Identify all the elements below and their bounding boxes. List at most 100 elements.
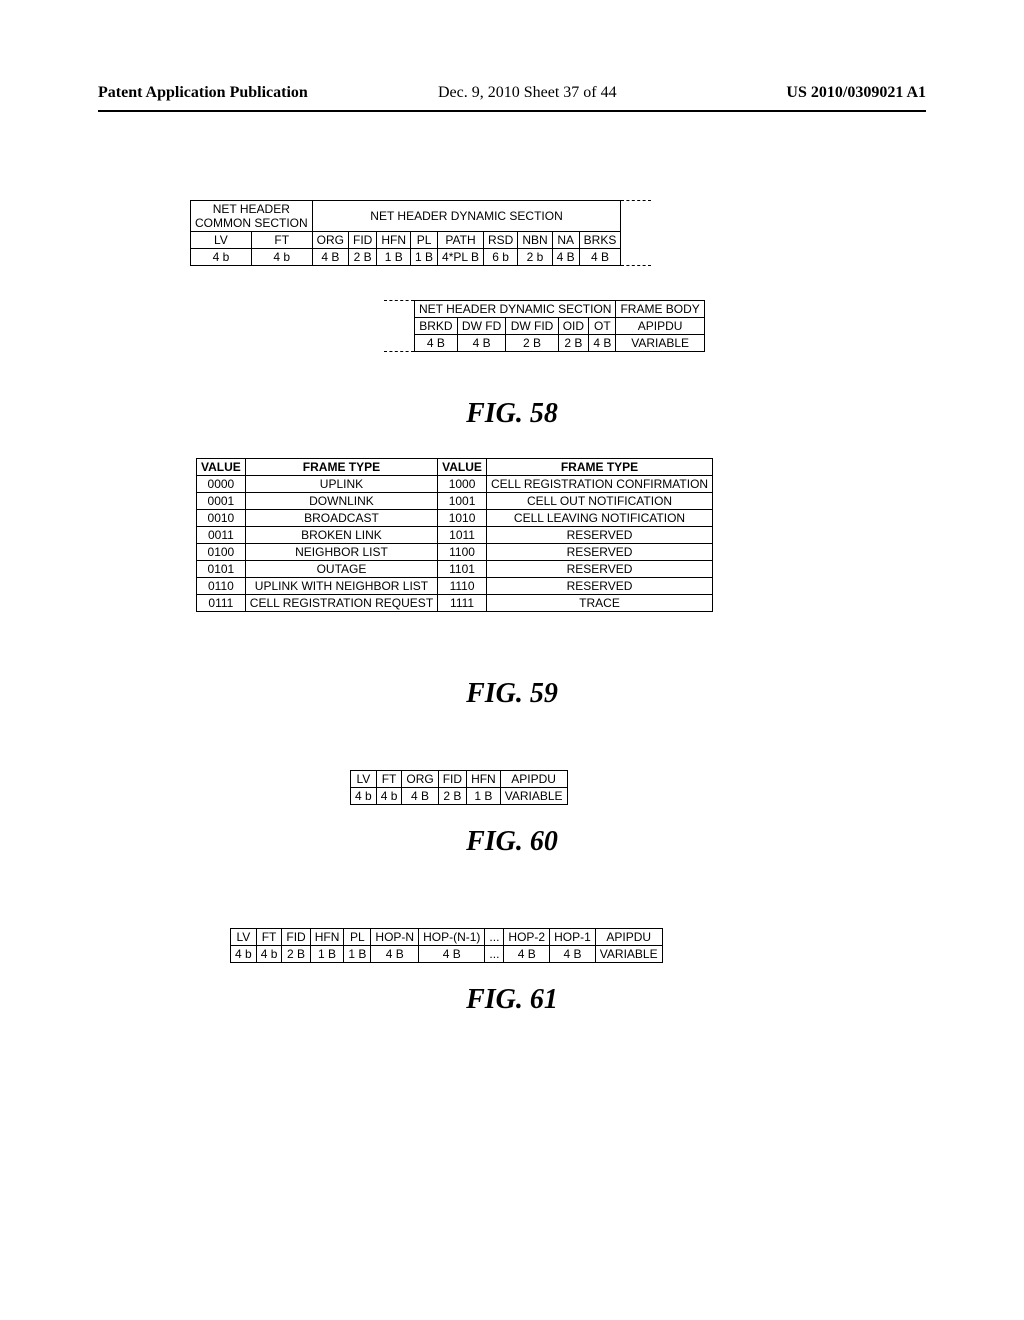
col: LV [231,929,257,946]
size: 1 B [310,946,344,963]
col: RSD [483,232,517,249]
cell: 1011 [438,527,487,544]
fig59-header-row: VALUE FRAME TYPE VALUE FRAME TYPE [197,459,713,476]
col: FT [376,771,402,788]
size: 4 B [589,335,616,352]
col: FID [282,929,310,946]
fig58a-cols-row: LV FT ORG FID HFN PL PATH RSD NBN NA BRK… [191,232,652,249]
fig58-table-a: NET HEADER COMMON SECTION NET HEADER DYN… [190,200,651,266]
col: APIPDU [595,929,662,946]
cell: CELL OUT NOTIFICATION [486,493,712,510]
cell: 1000 [438,476,487,493]
fig58-label: FIG. 58 [0,398,1024,430]
col: LV [351,771,377,788]
size: 4 B [402,788,438,805]
size: VARIABLE [595,946,662,963]
col: FID [349,232,377,249]
cell: CELL REGISTRATION REQUEST [245,595,437,612]
cell: UPLINK WITH NEIGHBOR LIST [245,578,437,595]
cell: CELL REGISTRATION CONFIRMATION [486,476,712,493]
col: NA [552,232,579,249]
col: NBN [518,232,552,249]
table-row: 0101OUTAGE1101RESERVED [197,561,713,578]
col: LV [191,232,252,249]
col: DW FID [506,318,558,335]
size: 4 b [191,249,252,266]
col: HOP-1 [550,929,596,946]
size: 4 b [251,249,312,266]
hdr: VALUE [438,459,487,476]
col: HOP-(N-1) [419,929,485,946]
fig59-label: FIG. 59 [0,678,1024,710]
size: 1 B [344,946,371,963]
cell: 0101 [197,561,246,578]
col: PL [411,232,438,249]
col: BRKD [415,318,458,335]
col: ... [485,929,504,946]
dynamic-section-header: NET HEADER DYNAMIC SECTION [312,201,621,232]
col: ORG [402,771,438,788]
col: APIPDU [616,318,704,335]
size: 2 B [506,335,558,352]
page-header: Patent Application Publication Dec. 9, 2… [98,84,926,102]
col: HFN [310,929,344,946]
continuation-cell [384,301,415,352]
cell: OUTAGE [245,561,437,578]
col: HOP-2 [504,929,550,946]
fig61-table: LV FT FID HFN PL HOP-N HOP-(N-1) ... HOP… [230,928,663,963]
size: 2 b [518,249,552,266]
table-row: 0110UPLINK WITH NEIGHBOR LIST1110RESERVE… [197,578,713,595]
size: 4 B [457,335,506,352]
fig58b-sizes-row: 4 B 4 B 2 B 2 B 4 B VARIABLE [384,335,704,352]
header-left: Patent Application Publication [98,84,308,102]
size: 4 B [371,946,419,963]
cell: 0111 [197,595,246,612]
cell: 0010 [197,510,246,527]
cell: BROKEN LINK [245,527,437,544]
dynamic-section-header-b: NET HEADER DYNAMIC SECTION [415,301,616,318]
continuation-cell [621,201,652,266]
cell: RESERVED [486,527,712,544]
cell: DOWNLINK [245,493,437,510]
size: 4 B [552,249,579,266]
header-right: US 2010/0309021 A1 [786,84,926,102]
hdr: FRAME TYPE [245,459,437,476]
table-row: 0000UPLINK1000CELL REGISTRATION CONFIRMA… [197,476,713,493]
header-rule [98,110,926,112]
size: 2 B [558,335,589,352]
table-row: 0001DOWNLINK1001CELL OUT NOTIFICATION [197,493,713,510]
size: 4 b [256,946,282,963]
size: 6 b [483,249,517,266]
cell: UPLINK [245,476,437,493]
cell: RESERVED [486,578,712,595]
fig58a-sizes-row: 4 b 4 b 4 B 2 B 1 B 1 B 4*PL B 6 b 2 b 4… [191,249,652,266]
fig61-sizes-row: 4 b 4 b 2 B 1 B 1 B 4 B 4 B ... 4 B 4 B … [231,946,663,963]
col: OID [558,318,589,335]
hdr: FRAME TYPE [486,459,712,476]
col: PATH [438,232,484,249]
fig58-table-b: NET HEADER DYNAMIC SECTION FRAME BODY BR… [384,300,705,352]
cell: 1111 [438,595,487,612]
cell: 0100 [197,544,246,561]
cell: 1101 [438,561,487,578]
table-row: 0100NEIGHBOR LIST1100RESERVED [197,544,713,561]
fig59-table: VALUE FRAME TYPE VALUE FRAME TYPE 0000UP… [196,458,713,612]
size: 4 B [415,335,458,352]
fig61-label: FIG. 61 [0,984,1024,1016]
size: 4*PL B [438,249,484,266]
size: 4 B [419,946,485,963]
table-row: 0111CELL REGISTRATION REQUEST1111TRACE [197,595,713,612]
cell: CELL LEAVING NOTIFICATION [486,510,712,527]
col: FT [251,232,312,249]
size: 4 B [579,249,621,266]
fig60-table: LV FT ORG FID HFN APIPDU 4 b 4 b 4 B 2 B… [350,770,568,805]
size: 4 b [231,946,257,963]
col: HOP-N [371,929,419,946]
hdr: VALUE [197,459,246,476]
size: ... [485,946,504,963]
cell: 0001 [197,493,246,510]
cell: 1110 [438,578,487,595]
size: 1 B [467,788,501,805]
col: DW FD [457,318,506,335]
cell: TRACE [486,595,712,612]
